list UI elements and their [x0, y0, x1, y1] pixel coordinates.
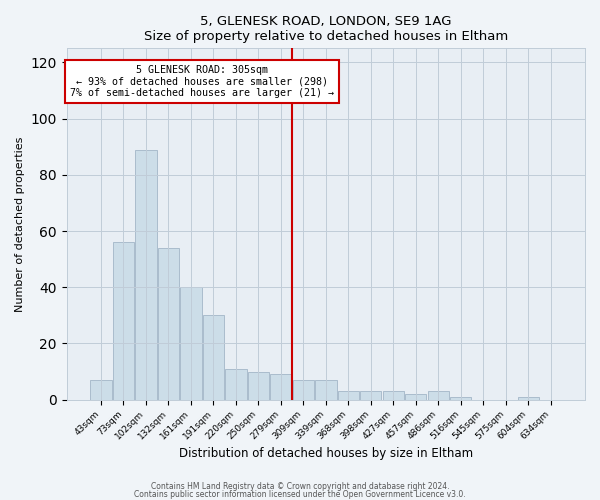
Text: Contains public sector information licensed under the Open Government Licence v3: Contains public sector information licen… [134, 490, 466, 499]
Bar [180, 287, 202, 400]
Bar [248, 372, 269, 400]
Bar [135, 150, 157, 400]
Bar [225, 368, 247, 400]
Title: 5, GLENESK ROAD, LONDON, SE9 1AG
Size of property relative to detached houses in: 5, GLENESK ROAD, LONDON, SE9 1AG Size of… [144, 15, 508, 43]
Bar [315, 380, 337, 400]
Bar [518, 397, 539, 400]
Bar [428, 391, 449, 400]
Bar [158, 248, 179, 400]
Text: 5 GLENESK ROAD: 305sqm
← 93% of detached houses are smaller (298)
7% of semi-det: 5 GLENESK ROAD: 305sqm ← 93% of detached… [70, 65, 334, 98]
Bar [203, 316, 224, 400]
X-axis label: Distribution of detached houses by size in Eltham: Distribution of detached houses by size … [179, 447, 473, 460]
Y-axis label: Number of detached properties: Number of detached properties [15, 136, 25, 312]
Bar [270, 374, 292, 400]
Bar [360, 391, 382, 400]
Bar [90, 380, 112, 400]
Bar [405, 394, 427, 400]
Bar [113, 242, 134, 400]
Text: Contains HM Land Registry data © Crown copyright and database right 2024.: Contains HM Land Registry data © Crown c… [151, 482, 449, 491]
Bar [383, 391, 404, 400]
Bar [293, 380, 314, 400]
Bar [450, 397, 472, 400]
Bar [338, 391, 359, 400]
